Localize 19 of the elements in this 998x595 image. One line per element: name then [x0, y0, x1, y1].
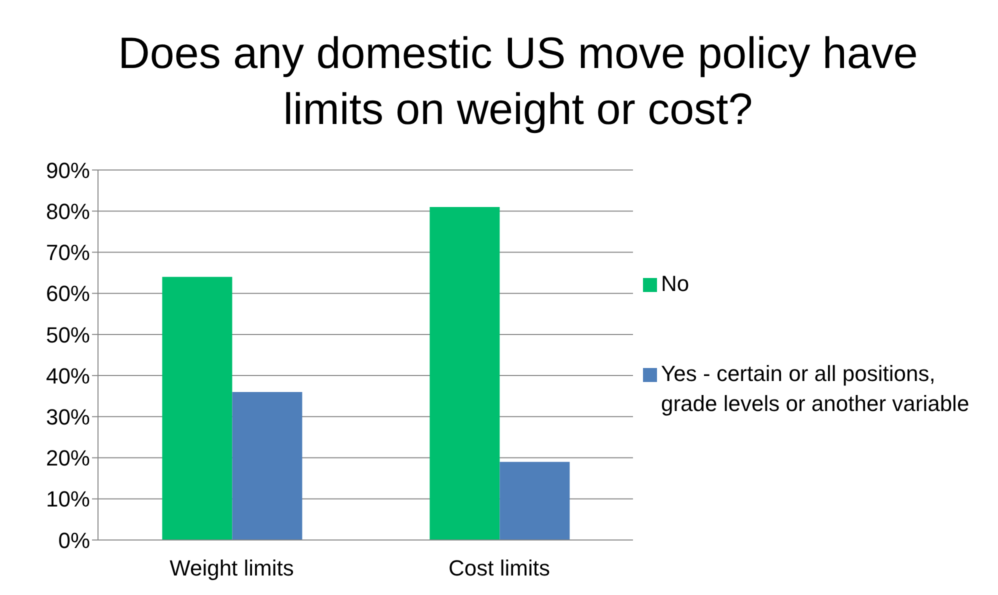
bar [162, 276, 232, 540]
y-tick-label: 10% [46, 486, 90, 512]
y-tick-label: 70% [46, 240, 90, 266]
y-tick-label: 20% [46, 446, 90, 471]
legend-label: Yes - certain or all positions, grade levels or another variable [661, 360, 970, 418]
y-tick-label: 60% [46, 281, 90, 306]
bar [430, 207, 500, 540]
y-tick-label: 90% [46, 158, 90, 183]
y-tick-label: 0% [58, 528, 90, 553]
chart-title: Does any domestic US move policy have limits on weight or cost? [118, 28, 918, 136]
y-tick-label: 30% [46, 404, 90, 430]
legend-label: No [661, 270, 690, 298]
x-tick-label: Cost limits [448, 556, 550, 581]
bar [500, 462, 570, 540]
y-tick-label: 40% [46, 363, 90, 388]
bar [232, 392, 302, 540]
y-tick-label: 50% [46, 322, 90, 348]
x-tick-label: Weight limits [170, 556, 294, 581]
y-tick-label: 80% [46, 198, 90, 224]
